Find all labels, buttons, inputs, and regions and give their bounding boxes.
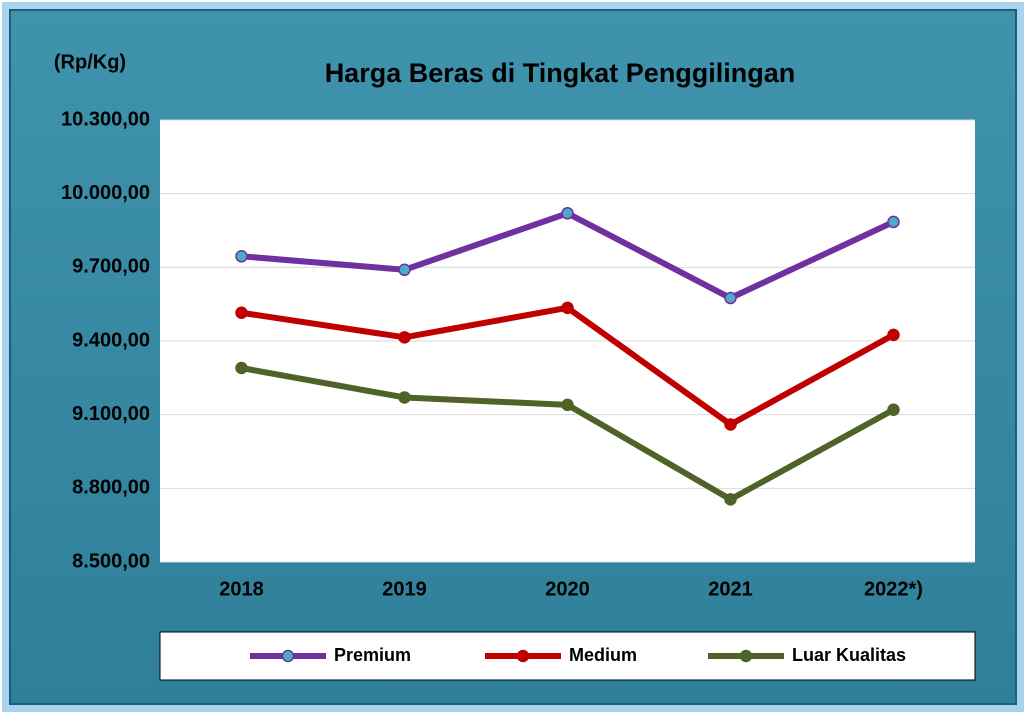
series-marker xyxy=(724,291,737,305)
legend-label: Luar Kualitas xyxy=(792,645,906,665)
series-marker xyxy=(887,403,900,417)
series-marker xyxy=(235,306,248,320)
x-tick-label: 2021 xyxy=(708,578,753,600)
unit-label: (Rp/Kg) xyxy=(54,51,126,73)
series-marker xyxy=(235,361,248,375)
y-tick-label: 10.000,00 xyxy=(61,182,150,204)
legend-label: Medium xyxy=(569,645,637,665)
legend-label: Premium xyxy=(334,645,411,665)
series-marker xyxy=(398,331,411,344)
series-marker xyxy=(398,391,411,404)
y-tick-label: 9.700,00 xyxy=(72,256,150,278)
series-marker xyxy=(561,398,574,412)
legend-marker xyxy=(281,649,295,663)
legend-marker xyxy=(739,649,753,663)
y-tick-label: 9.400,00 xyxy=(72,329,150,351)
y-tick-label: 8.800,00 xyxy=(72,477,150,499)
x-tick-label: 2020 xyxy=(545,578,590,600)
series-marker xyxy=(724,493,737,506)
series-marker xyxy=(887,215,900,229)
series-marker xyxy=(398,263,411,277)
y-tick-label: 10.300,00 xyxy=(61,108,150,130)
series-marker xyxy=(561,207,574,220)
x-tick-label: 2018 xyxy=(219,578,264,600)
y-tick-label: 8.500,00 xyxy=(72,550,150,572)
series-marker xyxy=(561,301,574,315)
series-marker xyxy=(887,328,900,342)
chart-title: Harga Beras di Tingkat Penggilingan xyxy=(325,58,796,88)
legend xyxy=(159,631,976,681)
series-marker xyxy=(724,418,737,431)
x-tick-label: 2019 xyxy=(382,578,427,600)
x-tick-label: 2022*) xyxy=(864,578,923,600)
y-tick-label: 9.100,00 xyxy=(72,403,150,425)
legend-marker xyxy=(516,649,530,663)
series-marker xyxy=(235,250,248,263)
